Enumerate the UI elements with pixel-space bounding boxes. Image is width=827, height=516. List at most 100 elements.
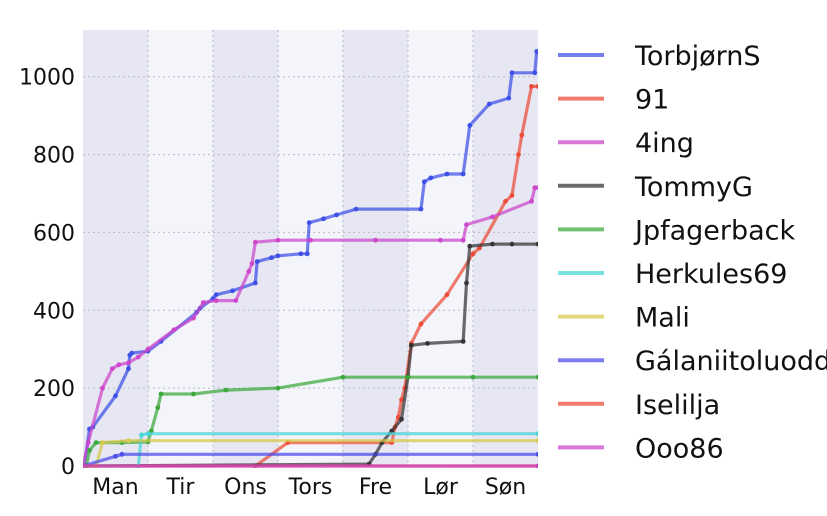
legend-label: TommyG [634,172,753,203]
y-tick-label: 600 [33,221,75,246]
data-point [200,300,206,305]
legend-item: Jpfagerback [558,215,796,246]
data-point [145,431,151,437]
data-point [116,362,122,368]
legend-label: Mali [635,303,690,334]
x-tick-label: Fre [359,475,392,500]
data-point [418,321,424,327]
data-point [113,453,118,459]
data-point [535,463,538,468]
data-point [254,259,260,264]
data-point [535,438,538,444]
data-point [535,451,538,457]
legend-item: 91 [558,85,669,116]
data-point [418,206,424,212]
data-point [191,315,196,321]
data-point [100,385,105,391]
data-point [464,280,469,286]
data-point [516,152,521,158]
data-point [464,222,469,228]
data-point [298,251,304,257]
legend-label: Iselilja [635,390,720,421]
data-point [535,374,538,380]
data-point [490,241,495,247]
data-point [470,374,476,380]
series-9 [83,463,538,468]
data-point [126,438,131,444]
data-point [353,206,359,212]
legend-item: TorbjørnS [558,41,761,72]
data-point [334,212,339,218]
data-point [223,387,229,393]
legend-item: Mali [558,303,690,334]
legend-item: 4ing [558,128,694,159]
data-point [109,366,115,372]
data-point [532,70,538,76]
data-point [275,385,281,391]
data-point [399,416,404,422]
legend-label: Herkules69 [635,259,787,290]
data-point [308,237,313,243]
day-band [83,30,148,466]
data-point [408,342,414,348]
data-point [252,280,258,286]
y-tick-label: 1000 [19,66,75,91]
data-point [444,171,450,177]
x-tick-label: Ons [224,475,267,500]
legend-label: 4ing [635,128,694,159]
data-point [321,216,326,222]
legend: TorbjørnS 91 4ing TommyG Jpfagerback Herkules… [558,41,827,464]
data-point [119,451,125,457]
axes: 0 200 400 600 800 1000 Man Tir Ons Tors Fre Lør Søn [19,66,526,500]
data-point [529,198,534,204]
data-point [490,214,495,220]
data-point [425,341,430,346]
legend-item: TommyG [558,172,753,203]
legend-item: Herkules69 [558,259,787,290]
y-tick-label: 800 [33,144,75,169]
data-point [126,366,131,372]
series-line [83,452,538,468]
data-point [275,253,281,259]
legend-label: Jpfagerback [633,215,796,246]
day-band [343,30,408,466]
data-point [509,70,515,76]
data-point [509,193,515,198]
legend-item: Iselilja [558,390,720,421]
data-point [535,84,538,89]
data-point [503,198,508,204]
legend-label: Ooo86 [635,433,724,464]
data-point [139,432,144,438]
data-point [93,440,99,445]
series-lines [83,49,538,468]
data-point [213,298,219,303]
data-point [246,269,252,274]
legend-item: Ooo86 [558,433,724,464]
legend-item: Gálaniitoluodda [558,346,827,377]
data-point [428,175,434,181]
data-point [438,237,443,243]
data-point [83,463,86,468]
data-point [100,440,105,445]
data-point [155,405,161,410]
data-point [460,171,466,177]
data-point [233,298,239,303]
data-point [191,391,196,397]
day-band [213,30,278,466]
data-point [126,360,131,366]
x-tick-label: Tir [166,475,196,500]
data-point [306,220,312,226]
data-point [249,261,255,266]
data-point [506,95,512,101]
series-2 [83,185,538,468]
data-point [519,132,525,138]
data-point [467,243,473,249]
y-tick-label: 200 [33,377,75,402]
data-point [304,251,310,257]
data-point [373,237,378,243]
data-point [529,84,534,89]
x-tick-label: Søn [485,475,526,500]
data-point [421,179,427,185]
